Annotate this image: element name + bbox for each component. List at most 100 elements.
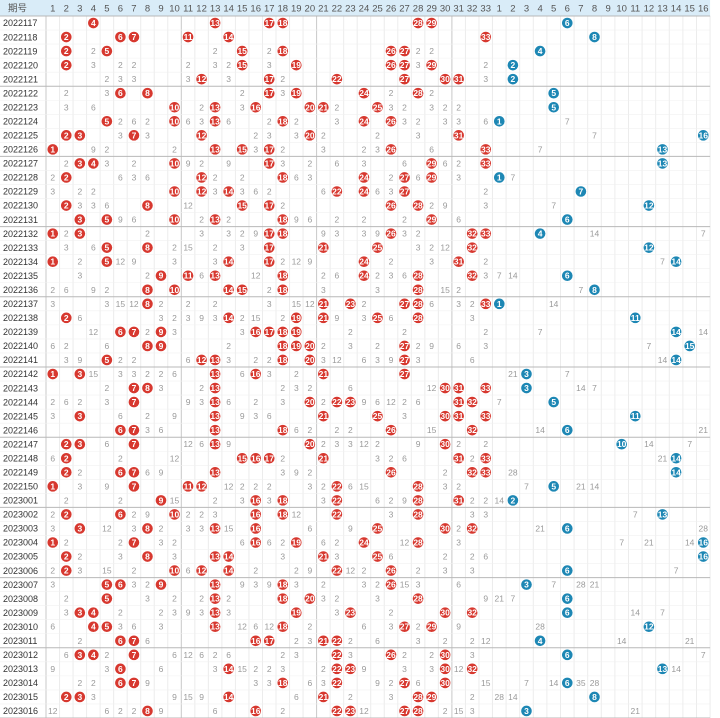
omission-count: 2 — [375, 130, 380, 140]
omission-count: 6 — [335, 271, 340, 281]
red-ball — [74, 130, 86, 141]
omission-count: 7 — [511, 172, 516, 182]
omission-count: 7 — [701, 229, 706, 239]
red-ball — [480, 144, 492, 155]
omission-count: 3 — [172, 552, 177, 562]
blue-ball — [589, 284, 600, 296]
red-ball — [331, 635, 343, 647]
omission-count: 3 — [118, 369, 123, 379]
omission-count: 14 — [590, 481, 600, 491]
red-ball-number: 13 — [210, 467, 220, 477]
omission-count: 3 — [267, 495, 272, 505]
red-ball — [466, 424, 478, 436]
omission-count: 12 — [116, 257, 126, 267]
red-ball — [277, 326, 289, 338]
red-ball — [304, 593, 316, 604]
draw-row: 2022121 2 3 3 3 12 3 17 2 22 27 30 31 3 2 — [3, 73, 519, 85]
red-ball — [439, 677, 451, 689]
red-column-header: 8 — [145, 4, 150, 15]
omission-count: 2 — [389, 257, 394, 267]
red-ball — [209, 410, 221, 422]
red-ball — [263, 635, 275, 647]
red-ball — [345, 663, 356, 675]
omission-count: 14 — [644, 439, 654, 449]
red-ball-number: 30 — [440, 523, 450, 533]
omission-count: 2 — [253, 481, 258, 491]
omission-count: 2 — [389, 88, 394, 98]
omission-count: 3 — [186, 74, 191, 84]
omission-count: 3 — [321, 285, 326, 295]
period-label: 2023016 — [3, 706, 38, 716]
red-ball — [480, 298, 492, 310]
omission-count: 2 — [470, 495, 475, 505]
red-ball — [304, 130, 316, 141]
red-ball — [223, 186, 234, 197]
red-ball-number: 11 — [184, 481, 193, 491]
red-ball-number: 27 — [400, 187, 410, 197]
header-bar — [0, 0, 711, 16]
red-ball — [453, 256, 464, 268]
omission-count: 2 — [132, 509, 137, 519]
omission-count: 2 — [213, 299, 218, 309]
omission-count: 6 — [186, 116, 191, 126]
draw-row: 2022141 3 9 5 2 2 6 12 13 3 2 2 18 20 3 12 6 3 9 27 3 6 14 14 — [3, 354, 682, 366]
red-ball-number: 18 — [278, 580, 288, 590]
omission-count: 7 — [565, 369, 570, 379]
red-column-header: 26 — [386, 4, 397, 15]
red-ball-number: 6 — [118, 509, 123, 519]
omission-count: 3 — [267, 130, 272, 140]
omission-count: 2 — [213, 650, 218, 660]
omission-count: 2 — [186, 60, 191, 70]
red-ball — [466, 396, 478, 408]
red-ball — [385, 467, 397, 478]
blue-ball — [561, 649, 573, 661]
red-ball-number: 2 — [64, 566, 69, 576]
omission-count: 3 — [321, 355, 326, 365]
blue-ball — [507, 495, 519, 506]
red-ball — [101, 256, 113, 268]
blue-ball — [561, 424, 573, 436]
blue-ball-number: 14 — [671, 257, 681, 267]
red-ball-number: 5 — [105, 622, 110, 632]
red-ball — [128, 649, 140, 661]
red-ball-number: 18 — [278, 172, 288, 182]
red-ball — [331, 481, 343, 492]
red-ball — [209, 551, 221, 562]
blue-column-header: 7 — [578, 4, 583, 15]
omission-count: 28 — [495, 692, 505, 702]
omission-count: 3 — [50, 411, 55, 421]
omission-count: 6 — [132, 622, 137, 632]
omission-count: 2 — [145, 229, 150, 239]
omission-count: 7 — [592, 130, 597, 140]
omission-count: 2 — [253, 566, 258, 576]
red-ball-number: 13 — [210, 383, 220, 393]
omission-count: 3 — [402, 664, 407, 674]
red-ball — [88, 158, 99, 169]
red-ball-number: 17 — [265, 18, 275, 28]
omission-count: 2 — [172, 144, 177, 154]
draw-row: 2022142 1 3 15 3 3 2 2 6 13 6 16 3 2 21 27 21 3 7 — [3, 368, 570, 380]
omission-count: 3 — [416, 636, 421, 646]
draw-row: 2022128 2 2 6 3 6 12 2 2 18 6 3 24 2 27 6 29 3 1 7 — [3, 172, 516, 183]
omission-count: 2 — [470, 636, 475, 646]
red-ball — [277, 509, 289, 520]
blue-ball — [629, 410, 641, 422]
draw-row: 2022133 3 6 5 8 2 15 2 3 17 21 25 3 2 12 32 12 — [3, 242, 655, 253]
omission-count: 3 — [470, 566, 475, 576]
red-ball — [480, 228, 492, 239]
omission-count: 2 — [335, 594, 340, 604]
red-ball — [412, 270, 424, 282]
blue-ball-number: 2 — [511, 495, 516, 505]
omission-count: 3 — [105, 664, 110, 674]
red-ball — [88, 649, 99, 661]
red-ball-number: 11 — [184, 271, 193, 281]
omission-count: 2 — [321, 341, 326, 351]
omission-count: 3 — [389, 271, 394, 281]
period-label: 2023005 — [3, 552, 38, 562]
red-column-header: 29 — [426, 4, 437, 15]
omission-count: 3 — [172, 608, 177, 618]
red-ball — [60, 691, 72, 703]
red-ball — [480, 158, 492, 169]
period-label: 2022120 — [3, 60, 38, 70]
omission-count: 2 — [132, 158, 137, 168]
